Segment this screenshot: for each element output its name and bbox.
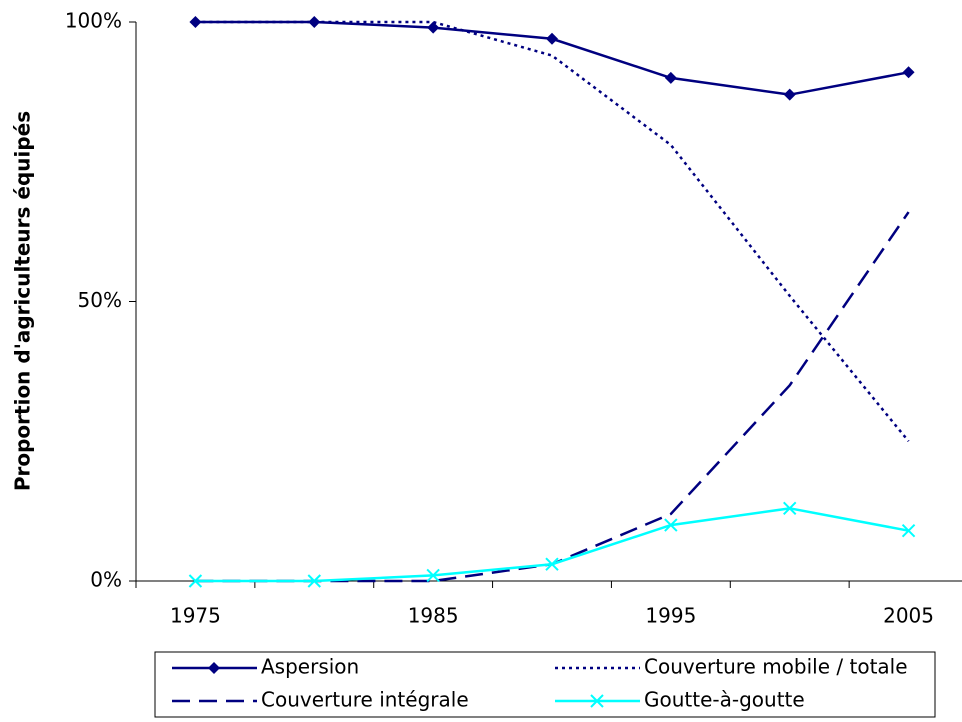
series-line: [195, 211, 910, 583]
marker: [546, 32, 558, 45]
marker: [188, 574, 203, 588]
x-tick-label: 1975: [170, 604, 221, 628]
marker: [308, 16, 321, 28]
legend-label: Couverture intégrale: [261, 688, 469, 712]
marker: [545, 557, 559, 571]
x-tick-label: 1985: [408, 604, 459, 628]
y-tick-label: 100%: [65, 9, 122, 33]
marker: [208, 662, 220, 674]
legend-label: Couverture mobile / totale: [644, 655, 908, 679]
marker: [307, 574, 321, 588]
marker: [664, 71, 677, 84]
x-tick-label: 1995: [645, 604, 696, 628]
marker: [783, 501, 797, 516]
y-tick-label: 50%: [78, 288, 122, 312]
marker: [902, 66, 915, 79]
legend-label: Goutte-à-goutte: [644, 688, 805, 712]
legend: [154, 651, 936, 718]
marker: [664, 518, 678, 532]
y-axis-label: Proportion d'agriculteurs équipés: [11, 111, 35, 491]
marker: [783, 88, 796, 101]
marker: [426, 568, 440, 583]
legend-label: Aspersion: [261, 655, 359, 679]
marker: [590, 694, 604, 708]
x-tick-label: 2005: [883, 604, 934, 628]
series-line: [195, 507, 909, 583]
marker: [901, 523, 916, 538]
marker: [427, 21, 440, 34]
y-tick-label: 0%: [90, 568, 122, 592]
series-line: [195, 20, 910, 443]
